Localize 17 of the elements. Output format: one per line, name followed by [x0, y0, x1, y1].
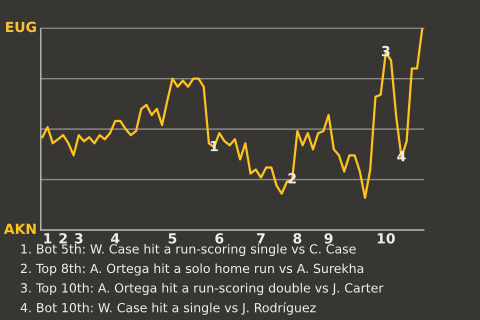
- x-tick-label: 7: [257, 233, 265, 244]
- x-tick-label: 2: [59, 233, 67, 244]
- text: AKN: [4, 224, 36, 234]
- text: 2. Top 8th: A. Ortega hit a solo home run vs A. Surekha: [20, 263, 364, 276]
- x-tick-label: 5: [168, 233, 176, 244]
- x-tick-label: 3: [74, 233, 83, 244]
- x-tick-label: 10: [378, 233, 395, 244]
- text: 4. Bot 10th: W. Case hit a single vs J. Rodríguez: [20, 302, 316, 315]
- text: 3. Top 10th: A. Ortega hit a run-scoring double vs J. Carter: [20, 282, 384, 296]
- annotation: 3: [382, 46, 390, 56]
- x-tick-label: 1: [44, 233, 52, 244]
- x-tick-label: 4: [111, 233, 120, 244]
- x-tick-label: 9: [324, 233, 333, 244]
- x-tick-label: 6: [215, 233, 224, 244]
- x-tick-label: 8: [293, 233, 302, 244]
- text: 1. Bot 5th: W. Case hit a run-scoring single vs C. Case: [21, 244, 356, 256]
- text: EUG: [6, 22, 36, 32]
